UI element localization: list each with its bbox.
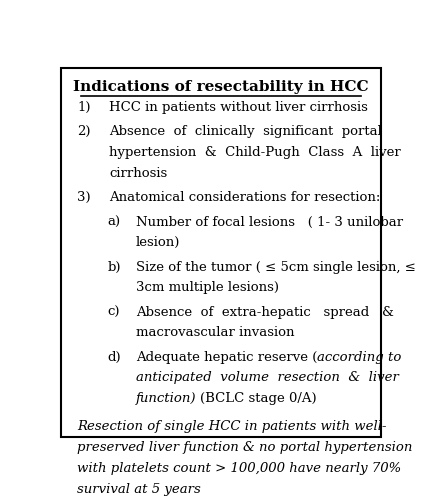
Text: HCC in patients without liver cirrhosis: HCC in patients without liver cirrhosis (109, 101, 367, 114)
FancyBboxPatch shape (60, 68, 381, 438)
Text: 2): 2) (77, 126, 91, 138)
Text: (BCLC stage 0/A): (BCLC stage 0/A) (200, 392, 316, 406)
Text: with platelets count > 100,000 have nearly 70%: with platelets count > 100,000 have near… (77, 462, 401, 474)
Text: hypertension  &  Child-Pugh  Class  A  liver: hypertension & Child-Pugh Class A liver (109, 146, 400, 159)
Text: c): c) (107, 306, 120, 318)
Text: b): b) (107, 260, 120, 274)
Text: according to: according to (316, 350, 400, 364)
Text: Resection of single HCC in patients with well-: Resection of single HCC in patients with… (77, 420, 386, 433)
Text: 3): 3) (77, 192, 91, 204)
Text: 1): 1) (77, 101, 91, 114)
Text: Absence  of  extra-hepatic   spread   &: Absence of extra-hepatic spread & (135, 306, 393, 318)
Text: macrovascular invasion: macrovascular invasion (135, 326, 294, 340)
Text: d): d) (107, 350, 121, 364)
Text: preserved liver function & no portal hypertension: preserved liver function & no portal hyp… (77, 441, 412, 454)
Text: function): function) (135, 392, 200, 406)
Text: Adequate hepatic reserve (: Adequate hepatic reserve ( (135, 350, 316, 364)
Text: anticipated  volume  resection  &  liver: anticipated volume resection & liver (135, 372, 398, 384)
Text: 3cm multiple lesions): 3cm multiple lesions) (135, 282, 278, 294)
Text: cirrhosis: cirrhosis (109, 167, 167, 180)
Text: Absence  of  clinically  significant  portal: Absence of clinically significant portal (109, 126, 381, 138)
Text: Indications of resectability in HCC: Indications of resectability in HCC (73, 80, 368, 94)
Text: Number of focal lesions   ( 1- 3 unilobar: Number of focal lesions ( 1- 3 unilobar (135, 216, 402, 228)
Text: Anatomical considerations for resection:: Anatomical considerations for resection: (109, 192, 380, 204)
Text: lesion): lesion) (135, 236, 180, 250)
Text: survival at 5 years: survival at 5 years (77, 482, 200, 496)
Text: Size of the tumor ( ≤ 5cm single lesion, ≤: Size of the tumor ( ≤ 5cm single lesion,… (135, 260, 415, 274)
Text: a): a) (107, 216, 120, 228)
